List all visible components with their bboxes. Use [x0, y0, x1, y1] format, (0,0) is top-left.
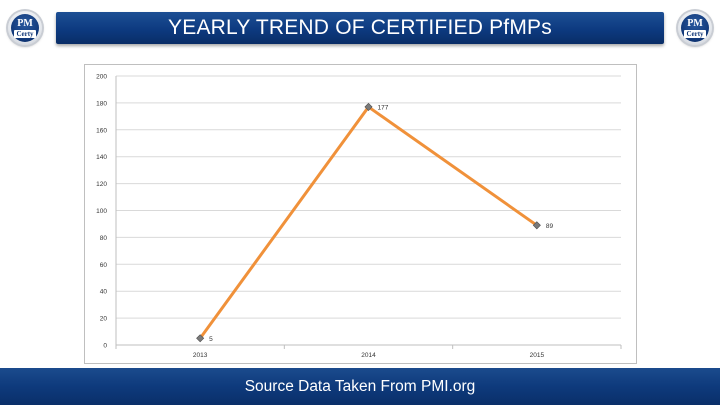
footer-bar: Source Data Taken From PMI.org [0, 368, 720, 405]
data-label: 177 [378, 104, 389, 111]
data-point-marker [364, 102, 373, 111]
y-tick-label: 40 [100, 289, 108, 296]
y-tick-label: 80 [100, 235, 108, 242]
slide-title: YEARLY TREND OF CERTIFIED PfMPs [168, 16, 552, 39]
logo-text-bottom: Certy [684, 29, 706, 38]
pmcerty-logo-right: PM Certy [678, 11, 712, 45]
logo-text-bottom: Certy [14, 29, 36, 38]
data-point-marker [196, 334, 205, 343]
x-tick-label: 2015 [530, 352, 545, 359]
data-label: 89 [546, 223, 554, 230]
source-note: Source Data Taken From PMI.org [244, 377, 476, 395]
chart-frame: 0 20 40 60 80 100 120 140 160 180 200 2013 2014 2015 5… [84, 64, 637, 364]
y-tick-label: 180 [96, 100, 107, 107]
title-bar: YEARLY TREND OF CERTIFIED PfMPs [56, 12, 664, 44]
x-tick-label: 2014 [361, 352, 376, 359]
data-label: 5 [209, 336, 213, 343]
logo-emblem: PM Certy [681, 14, 709, 42]
y-tick-label: 100 [96, 208, 107, 215]
x-tick-label: 2013 [193, 352, 208, 359]
y-tick-label: 0 [103, 343, 107, 350]
y-tick-label: 200 [96, 74, 107, 81]
logo-emblem: PM Certy [11, 14, 39, 42]
series-line [198, 105, 539, 340]
y-tick-label: 160 [96, 127, 107, 134]
y-tick-label: 140 [96, 154, 107, 161]
logo-text-top: PM [687, 17, 703, 29]
line-chart: 0 20 40 60 80 100 120 140 160 180 200 2013 2014 2015 5… [96, 74, 622, 359]
data-point-marker [532, 221, 541, 230]
y-tick-label: 60 [100, 262, 108, 269]
y-tick-label: 120 [96, 181, 107, 188]
pmcerty-logo-left: PM Certy [8, 11, 42, 45]
y-tick-label: 20 [100, 316, 108, 323]
logo-text-top: PM [17, 17, 33, 29]
